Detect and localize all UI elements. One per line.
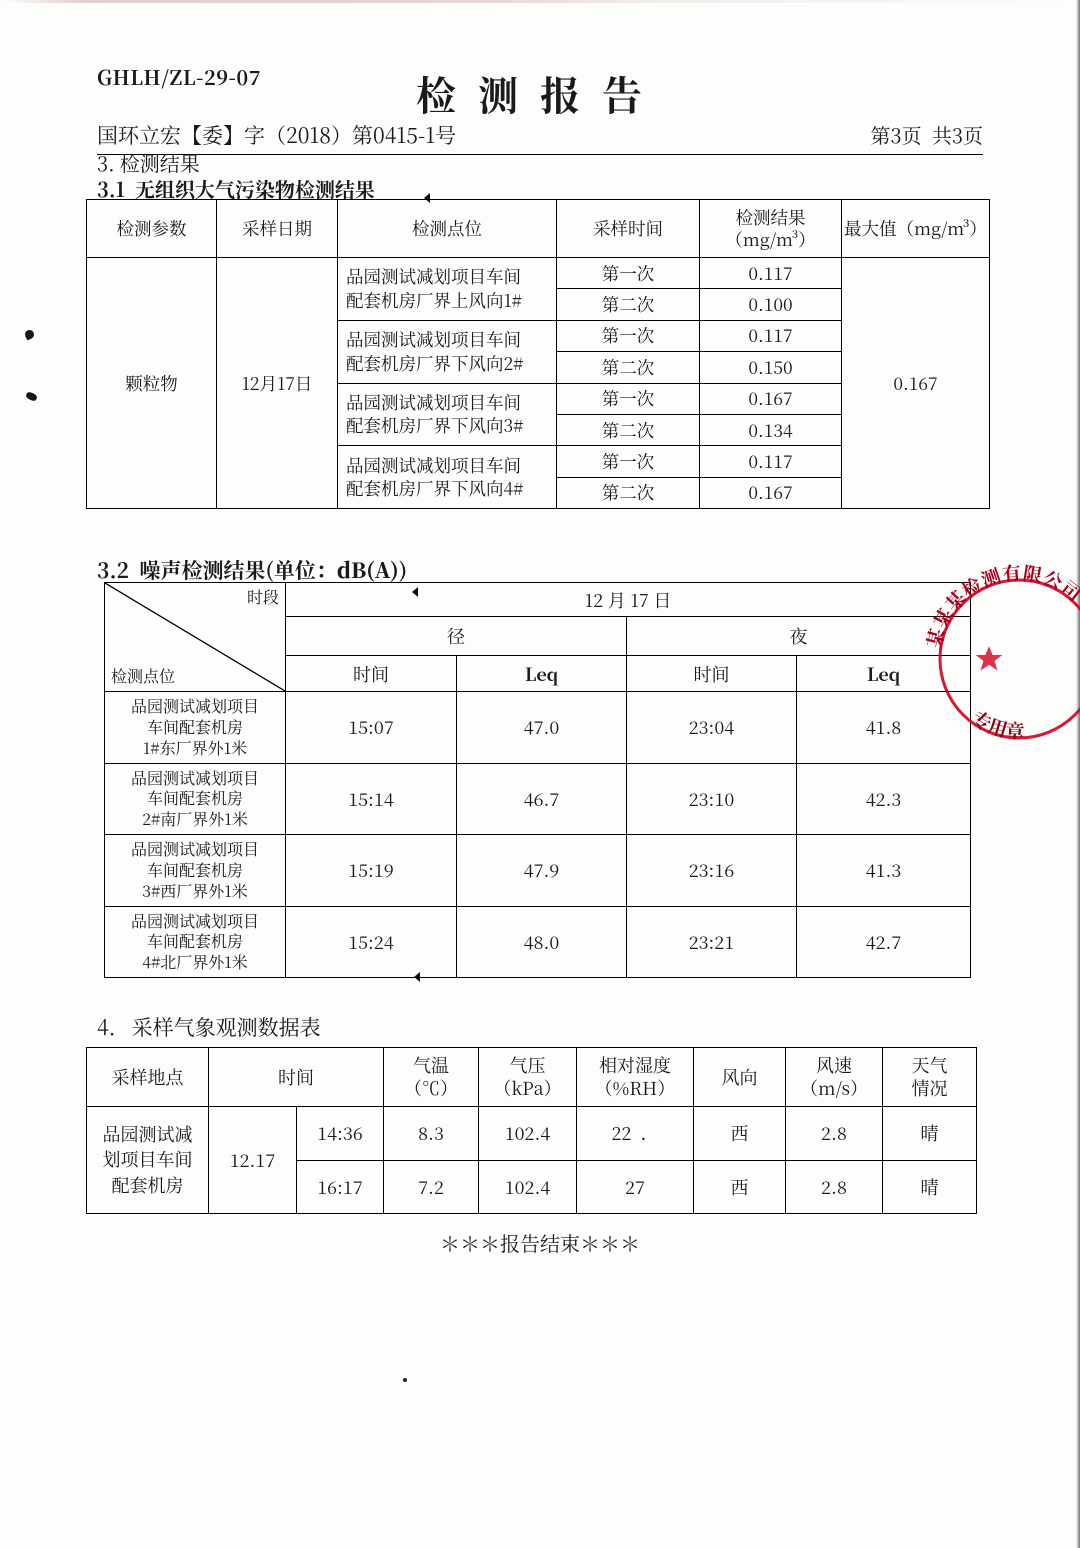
svg-text:专用章: 专用章 xyxy=(967,704,1025,744)
svg-text:某某某检测有限公司: 某某某检测有限公司 xyxy=(920,559,1080,651)
